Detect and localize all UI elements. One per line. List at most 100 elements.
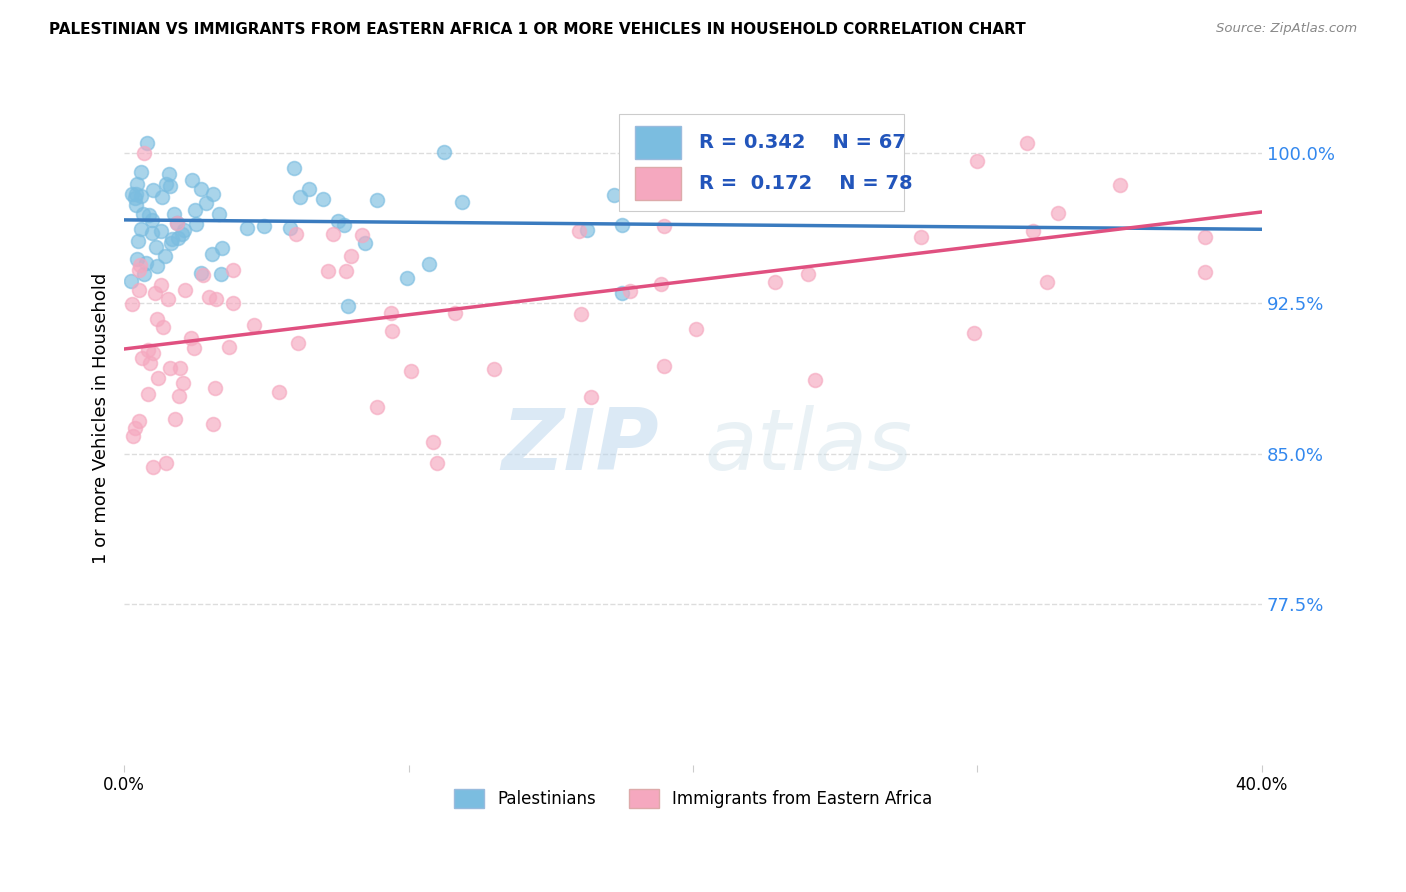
FancyBboxPatch shape [619,114,904,211]
Point [253,219,276,233]
Point [603,188,626,202]
Point [125,252,148,266]
Y-axis label: 1 or more Vehicles in Household: 1 or more Vehicles in Household [93,273,110,565]
Point [322,227,344,241]
Point [290,190,312,204]
Point [128,414,150,428]
Point [278,220,301,235]
Point [190,266,212,280]
Point [204,380,226,394]
Point [142,460,165,475]
Point [336,299,359,313]
Point [146,311,169,326]
Point [287,335,309,350]
Point [132,268,155,282]
Point [619,285,641,299]
Text: atlas: atlas [704,405,912,488]
Legend: Palestinians, Immigrants from Eastern Africa: Palestinians, Immigrants from Eastern Af… [447,782,939,815]
Point [166,216,188,230]
Point [127,234,149,248]
Point [152,319,174,334]
Point [143,286,166,301]
Point [312,193,335,207]
Point [129,189,152,203]
Point [184,217,207,231]
Point [138,386,160,401]
Point [1108,178,1130,192]
Point [222,296,245,310]
Point [581,390,603,404]
Point [170,227,193,241]
Point [167,230,190,244]
Point [180,331,202,345]
Point [141,213,163,227]
Point [120,274,142,288]
Point [797,268,820,282]
Text: Source: ZipAtlas.com: Source: ZipAtlas.com [1216,22,1357,36]
Point [610,218,633,232]
Point [283,161,305,176]
Point [1036,275,1059,289]
Point [576,223,599,237]
Point [198,290,221,304]
Point [136,343,159,357]
Point [399,364,422,378]
Point [169,389,191,403]
Point [652,219,675,233]
Point [129,258,152,272]
Point [350,227,373,242]
Point [141,226,163,240]
Text: ZIP: ZIP [502,405,659,488]
Point [190,182,212,196]
Point [1194,265,1216,279]
Point [650,277,672,291]
Point [848,136,870,150]
Point [221,263,243,277]
Point [153,249,176,263]
Point [166,216,188,230]
Bar [636,167,681,200]
Point [339,249,361,263]
Point [184,203,207,218]
Point [380,306,402,320]
Point [418,257,440,271]
Point [124,187,146,202]
Point [132,146,155,161]
Point [333,218,356,232]
Point [443,305,465,319]
Point [131,351,153,366]
Point [353,235,375,250]
Point [157,167,180,181]
Point [183,342,205,356]
Point [138,356,160,370]
Point [124,421,146,435]
Point [652,359,675,373]
Point [149,224,172,238]
Point [141,183,163,197]
Point [121,187,143,202]
Point [284,227,307,242]
Point [610,286,633,301]
Point [1194,229,1216,244]
Bar [636,126,681,159]
Point [122,429,145,443]
Point [209,267,232,281]
Point [482,361,505,376]
Point [201,186,224,201]
Point [318,264,340,278]
Point [150,190,173,204]
Point [138,208,160,222]
Point [135,136,157,150]
Point [128,262,150,277]
Point [172,376,194,390]
Point [135,256,157,270]
Point [366,401,388,415]
Point [910,230,932,244]
Point [162,232,184,246]
Point [146,371,169,385]
Point [159,235,181,250]
Point [129,221,152,235]
Point [174,283,197,297]
Point [181,173,204,187]
Point [682,172,704,186]
